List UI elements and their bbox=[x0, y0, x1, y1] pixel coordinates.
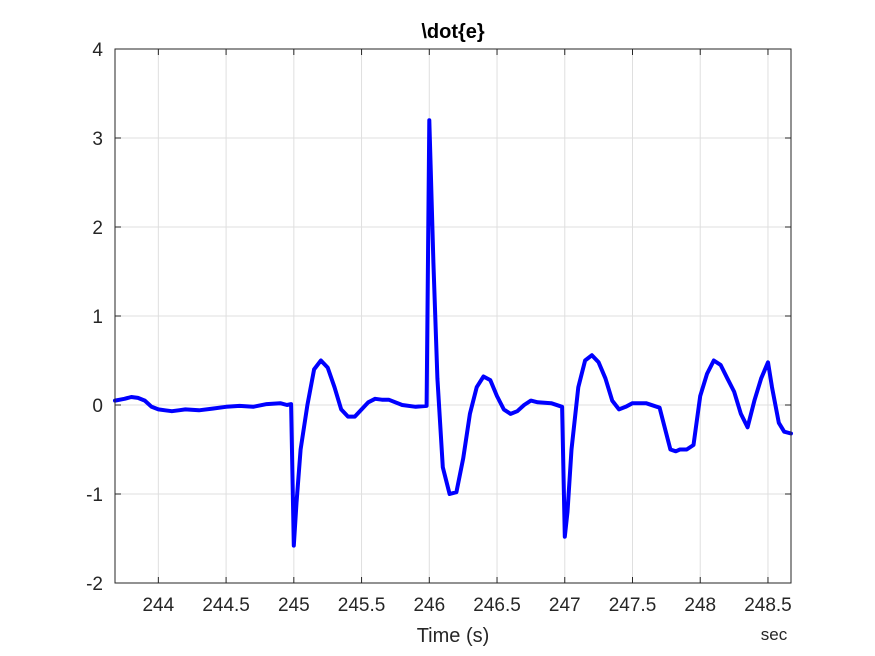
y-tick-label: 2 bbox=[92, 218, 103, 239]
series-layer bbox=[113, 118, 793, 548]
x-tick-label: 247.5 bbox=[609, 595, 657, 616]
x-tick-label: 248.5 bbox=[744, 595, 792, 616]
y-tick-label: 4 bbox=[92, 40, 103, 61]
y-tick-label: 0 bbox=[92, 396, 103, 417]
y-tick-label: 3 bbox=[92, 129, 103, 150]
x-axis-title: Time (s) bbox=[417, 625, 490, 647]
y-tick-label: -1 bbox=[86, 485, 103, 506]
axis-ticks: 244 244.5 245 245.5 246 246.5 247 247.5 248 248.5… bbox=[86, 40, 792, 616]
y-tick-label: 1 bbox=[92, 307, 103, 328]
x-tick-label: 246.5 bbox=[473, 595, 521, 616]
y-tick-label: -2 bbox=[86, 574, 103, 595]
x-tick-label: 246 bbox=[413, 595, 445, 616]
x-tick-label: 245.5 bbox=[338, 595, 386, 616]
series-line bbox=[113, 118, 793, 548]
x-tick-label: 244.5 bbox=[202, 595, 250, 616]
x-tick-label: 245 bbox=[278, 595, 310, 616]
x-tick-label: 248 bbox=[684, 595, 716, 616]
x-tick-label: 247 bbox=[549, 595, 581, 616]
x-unit-label: sec bbox=[761, 625, 788, 644]
x-tick-label: 244 bbox=[142, 595, 174, 616]
grid-lines bbox=[115, 48, 791, 584]
chart-title: \dot{e} bbox=[421, 21, 485, 43]
